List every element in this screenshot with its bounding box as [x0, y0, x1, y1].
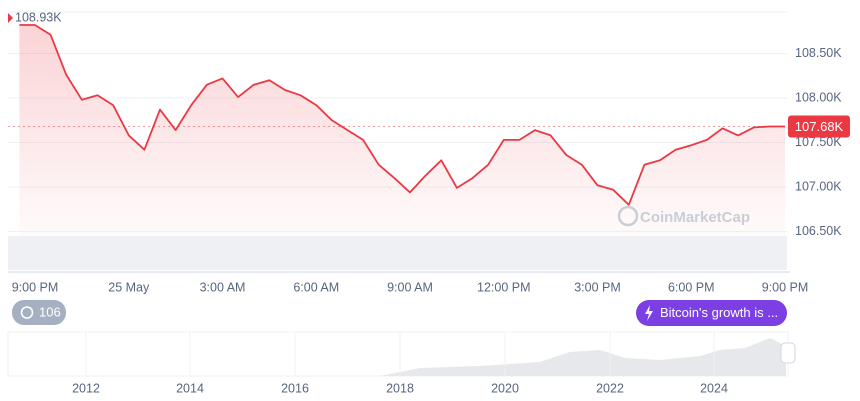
x-tick-label: 9:00 PM: [12, 280, 59, 294]
x-tick-label: 6:00 AM: [293, 280, 339, 294]
navigator-year: 2018: [386, 381, 414, 395]
x-tick-label: 3:00 AM: [200, 280, 246, 294]
news-badge[interactable]: Bitcoin's growth is ...: [636, 300, 787, 326]
navigator-year: 2024: [700, 381, 728, 395]
y-tick-label: 107.50K: [795, 135, 842, 149]
y-tick-label: 108.00K: [795, 90, 842, 104]
bolt-icon: [645, 305, 653, 321]
high-marker: [8, 13, 13, 23]
history-badge[interactable]: 106: [12, 300, 66, 325]
watermark-logo: [617, 205, 639, 227]
navigator-year: 2020: [491, 381, 519, 395]
x-tick-label: 12:00 PM: [477, 280, 531, 294]
y-tick-label: 107.00K: [795, 179, 842, 193]
price-line: [19, 24, 785, 206]
high-label: 108.93K: [15, 10, 62, 24]
navigator-year: 2012: [72, 381, 100, 395]
navigator-handle[interactable]: [780, 342, 796, 364]
navigator-area: [380, 338, 786, 376]
x-tick-label: 9:00 PM: [762, 280, 809, 294]
volume-area: [8, 236, 787, 270]
navigator-year: 2016: [281, 381, 309, 395]
y-tick-label: 108.50K: [795, 46, 842, 60]
navigator-year: 2014: [176, 381, 204, 395]
news-text: Bitcoin's growth is ...: [660, 305, 778, 320]
news-pill[interactable]: [636, 300, 787, 326]
x-tick-label: 9:00 AM: [387, 280, 433, 294]
history-count: 106: [39, 304, 61, 319]
x-tick-label: 25 May: [108, 280, 150, 294]
navigator-year: 2022: [596, 381, 624, 395]
y-tick-label: 106.50K: [795, 224, 842, 238]
current-price-label: 107.68K: [795, 119, 844, 134]
watermark: CoinMarketCap: [640, 209, 750, 226]
current-price-badge: [788, 115, 850, 138]
price-area: [19, 25, 785, 236]
history-pill[interactable]: [12, 300, 66, 325]
history-icon: [20, 306, 34, 319]
x-tick-label: 6:00 PM: [668, 280, 715, 294]
x-tick-label: 3:00 PM: [574, 280, 621, 294]
